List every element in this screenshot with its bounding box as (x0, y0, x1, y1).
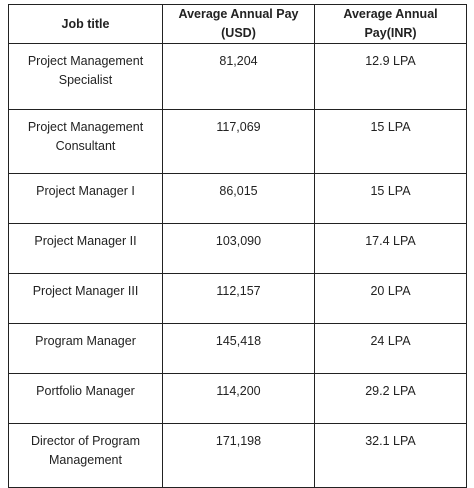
salary-table-container: Job title Average Annual Pay (USD) Avera… (8, 4, 467, 488)
pay-inr-cell: 24 LPA (314, 323, 467, 374)
job-title-cell: Project Manager I (8, 173, 163, 224)
pay-usd-cell: 86,015 (162, 173, 315, 224)
pay-inr-cell: 32.1 LPA (314, 423, 467, 488)
table-row: Project Management Specialist 81,204 12.… (8, 43, 467, 110)
header-job-title: Job title (8, 4, 163, 44)
pay-usd-cell: 103,090 (162, 223, 315, 274)
pay-inr-cell: 15 LPA (314, 109, 467, 174)
table-row: Project Manager III 112,157 20 LPA (8, 273, 467, 324)
pay-usd-cell: 117,069 (162, 109, 315, 174)
salary-table: Job title Average Annual Pay (USD) Avera… (8, 4, 467, 488)
pay-inr-cell: 12.9 LPA (314, 43, 467, 110)
table-row: Program Manager 145,418 24 LPA (8, 323, 467, 374)
pay-usd-cell: 145,418 (162, 323, 315, 374)
job-title-cell: Director of Program Management (8, 423, 163, 488)
table-header-row: Job title Average Annual Pay (USD) Avera… (8, 4, 467, 44)
pay-usd-cell: 112,157 (162, 273, 315, 324)
table-row: Portfolio Manager 114,200 29.2 LPA (8, 373, 467, 424)
table-row: Project Management Consultant 117,069 15… (8, 109, 467, 174)
job-title-cell: Program Manager (8, 323, 163, 374)
job-title-cell: Project Management Consultant (8, 109, 163, 174)
table-row: Project Manager II 103,090 17.4 LPA (8, 223, 467, 274)
job-title-cell: Project Manager III (8, 273, 163, 324)
pay-inr-cell: 20 LPA (314, 273, 467, 324)
table-row: Director of Program Management 171,198 3… (8, 423, 467, 488)
job-title-cell: Project Management Specialist (8, 43, 163, 110)
header-pay-usd: Average Annual Pay (USD) (162, 4, 315, 44)
pay-usd-cell: 171,198 (162, 423, 315, 488)
table-row: Project Manager I 86,015 15 LPA (8, 173, 467, 224)
header-pay-inr: Average Annual Pay(INR) (314, 4, 467, 44)
pay-inr-cell: 17.4 LPA (314, 223, 467, 274)
pay-inr-cell: 29.2 LPA (314, 373, 467, 424)
pay-usd-cell: 114,200 (162, 373, 315, 424)
job-title-cell: Project Manager II (8, 223, 163, 274)
job-title-cell: Portfolio Manager (8, 373, 163, 424)
pay-inr-cell: 15 LPA (314, 173, 467, 224)
pay-usd-cell: 81,204 (162, 43, 315, 110)
